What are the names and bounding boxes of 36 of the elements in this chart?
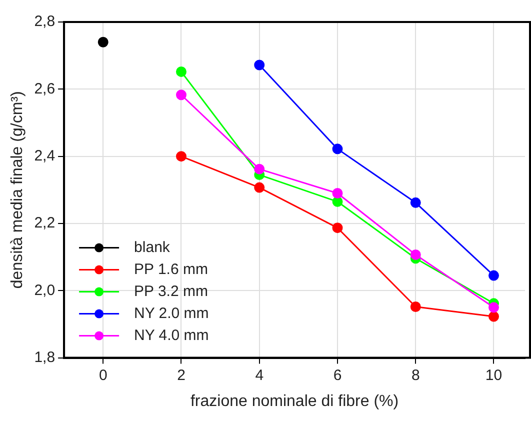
- x-axis-title: frazione nominale di fibre (%): [190, 392, 399, 410]
- x-tick-label: 0: [98, 366, 108, 384]
- point: [254, 164, 265, 174]
- x-tick-label: 6: [333, 366, 342, 384]
- legend-label: blank: [134, 238, 170, 256]
- point: [176, 90, 186, 100]
- point: [410, 197, 421, 208]
- x-tick-label: 4: [255, 366, 264, 384]
- legend-label: PP 3.2 mm: [134, 282, 208, 300]
- y-tick-label: 2,8: [34, 13, 56, 30]
- point: [410, 249, 421, 260]
- point: [176, 66, 186, 77]
- legend-label: PP 1.6 mm: [134, 260, 208, 278]
- point: [332, 188, 343, 199]
- y-tick-label: 1,8: [34, 348, 56, 366]
- x-tick-label: 8: [411, 366, 420, 384]
- point: [332, 144, 343, 154]
- x-tick-label: 2: [177, 366, 186, 384]
- point: [488, 270, 499, 281]
- y-tick-label: 2,0: [34, 282, 56, 299]
- point: [332, 196, 343, 207]
- point: [254, 182, 265, 193]
- y-tick-label: 2,2: [34, 214, 56, 232]
- legend-label: NY 4.0 mm: [134, 326, 209, 344]
- legend-label: NY 2.0 mm: [134, 304, 209, 322]
- point: [488, 302, 499, 313]
- point: [98, 36, 108, 48]
- point: [410, 302, 421, 312]
- point: [176, 151, 186, 162]
- x-tick-label: 10: [485, 366, 502, 384]
- y-tick-label: 2,4: [34, 147, 56, 164]
- point: [488, 311, 499, 322]
- point: [254, 60, 265, 70]
- y-axis-title: densità media finale (g/cm³): [9, 91, 26, 289]
- y-tick-label: 2,6: [34, 80, 56, 98]
- point: [332, 222, 343, 234]
